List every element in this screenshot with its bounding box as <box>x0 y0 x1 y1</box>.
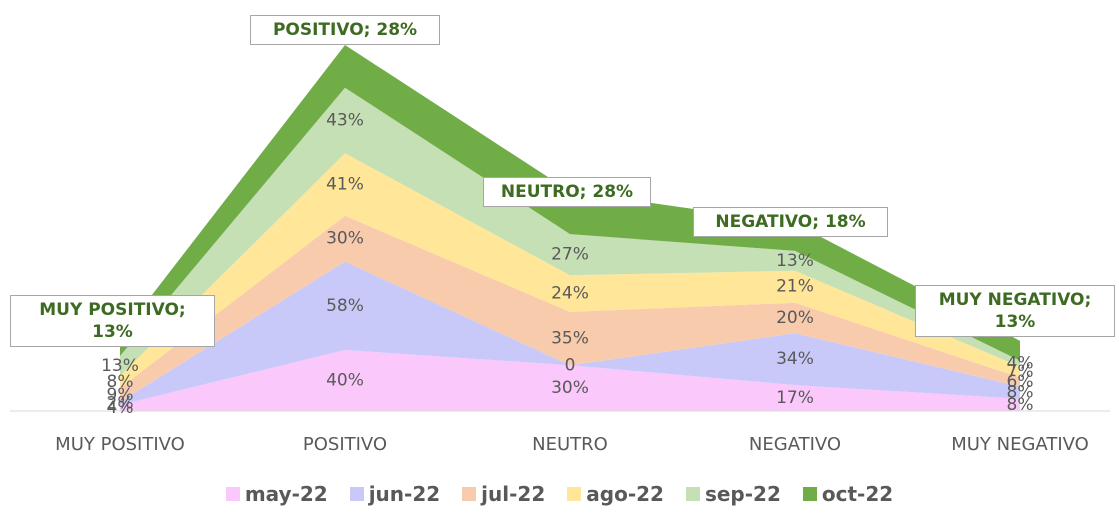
callout: POSITIVO; 28% <box>250 15 440 45</box>
value-label: 58% <box>326 296 364 316</box>
callout: NEUTRO; 28% <box>483 177 651 207</box>
value-label: 21% <box>776 277 814 297</box>
legend-swatch <box>802 487 817 501</box>
value-label: 4% <box>1007 354 1034 374</box>
value-label: 13% <box>776 251 814 271</box>
legend-item: may-22 <box>225 482 328 506</box>
x-tick-label: NEUTRO <box>532 434 608 455</box>
legend-swatch <box>567 487 582 501</box>
value-label: 30% <box>326 229 364 249</box>
value-label: 20% <box>776 308 814 328</box>
value-label: 41% <box>326 175 364 195</box>
x-tick-label: MUY POSITIVO <box>55 434 185 455</box>
value-label: 13% <box>101 356 139 376</box>
area <box>120 153 1020 389</box>
value-label: 0 <box>565 355 576 375</box>
value-label: 8% <box>1007 395 1034 415</box>
callout: NEGATIVO; 18% <box>693 207 888 237</box>
legend-label: jul-22 <box>481 482 546 506</box>
legend-swatch <box>349 487 364 501</box>
value-label: 17% <box>776 388 814 408</box>
area <box>120 261 1020 405</box>
value-label: 30% <box>551 378 589 398</box>
area <box>120 350 1020 411</box>
legend-item: jul-22 <box>462 482 545 506</box>
value-label: 27% <box>551 245 589 265</box>
value-label: 2% <box>107 393 134 413</box>
value-label: 8% <box>1007 383 1034 403</box>
value-label: 9% <box>107 385 134 405</box>
x-tick-label: POSITIVO <box>303 434 387 455</box>
legend-label: ago-22 <box>586 482 664 506</box>
value-label: 24% <box>551 284 589 304</box>
legend-label: jun-22 <box>368 482 441 506</box>
legend-item: oct-22 <box>802 482 894 506</box>
legend-item: jun-22 <box>349 482 441 506</box>
x-tick-label: MUY NEGATIVO <box>951 434 1089 455</box>
callout: MUY POSITIVO; 13% <box>10 295 215 347</box>
legend-label: oct-22 <box>821 482 894 506</box>
value-label: 35% <box>551 329 589 349</box>
value-label: 40% <box>326 371 364 391</box>
legend-swatch <box>462 487 477 501</box>
legend-item: sep-22 <box>685 482 781 506</box>
area <box>120 215 1020 402</box>
x-tick-label: NEGATIVO <box>749 434 841 455</box>
legend-label: may-22 <box>244 482 328 506</box>
value-label: 4% <box>107 398 134 418</box>
value-label: 8% <box>107 372 134 392</box>
value-label: 6% <box>1007 372 1034 392</box>
value-label: 43% <box>326 110 364 130</box>
callout: MUY NEGATIVO; 13% <box>915 285 1115 337</box>
legend: may-22 jun-22 jul-22 ago-22 sep-22 oct-22 <box>0 482 1119 506</box>
value-label: 34% <box>776 349 814 369</box>
legend-item: ago-22 <box>567 482 664 506</box>
legend-swatch <box>685 487 700 501</box>
value-label: 7% <box>1007 362 1034 382</box>
legend-swatch <box>225 487 240 501</box>
legend-label: sep-22 <box>704 482 781 506</box>
